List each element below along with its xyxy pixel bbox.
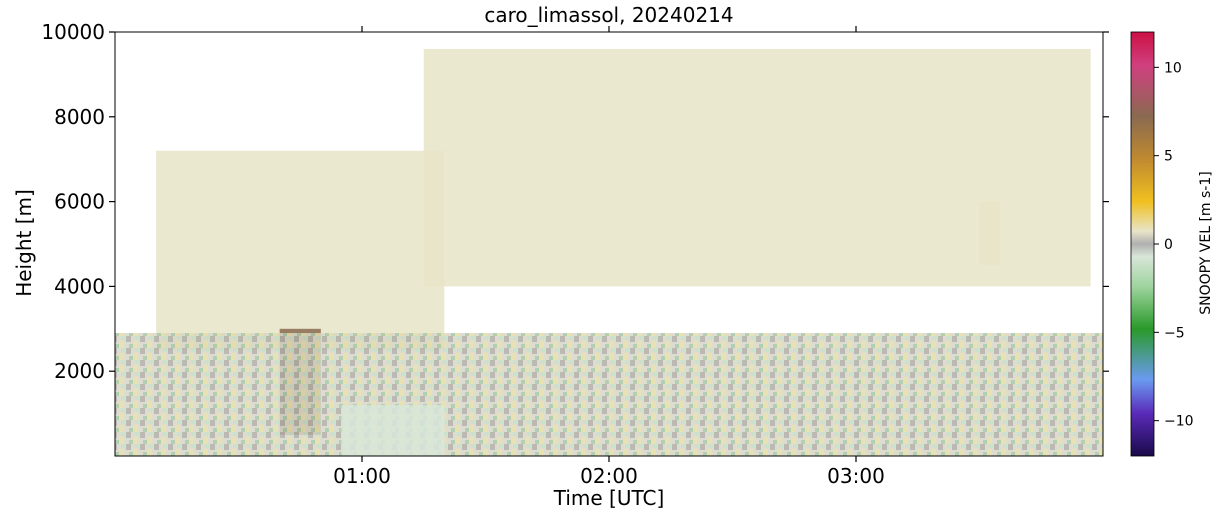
colorbar <box>1130 31 1155 457</box>
velocity-region <box>341 405 445 456</box>
y-tick-label: 10000 <box>41 20 105 44</box>
y-axis: 2000 4000 6000 8000 10000 <box>41 20 1109 383</box>
y-tick-label: 6000 <box>54 190 105 214</box>
colorbar-tick-label: 10 <box>1164 60 1182 76</box>
y-tick-label: 8000 <box>54 105 105 129</box>
colorbar-tick-label: 0 <box>1164 237 1173 253</box>
x-tick-label: 03:00 <box>827 464 885 488</box>
velocity-region <box>979 201 1001 266</box>
y-axis-label: Height [m] <box>12 189 36 297</box>
velocity-field <box>115 48 1103 456</box>
y-tick-label: 2000 <box>54 359 105 383</box>
colorbar-tick-label: −5 <box>1164 325 1185 341</box>
colorbar-label: SNOOPY VEL [m s-1] <box>1198 171 1214 315</box>
x-tick-label: 01:00 <box>333 464 391 488</box>
velocity-region <box>115 333 1103 456</box>
colorbar-axis: 10 5 0 −5 −10 <box>1154 60 1194 430</box>
velocity-region <box>156 150 445 350</box>
y-tick-label: 4000 <box>54 274 105 298</box>
colorbar-tick-label: 5 <box>1164 149 1173 165</box>
x-axis-label: Time [UTC] <box>553 486 665 510</box>
x-axis: 01:00 02:00 03:00 <box>333 26 885 488</box>
x-tick-label: 02:00 <box>580 464 638 488</box>
colorbar-tick-label: −10 <box>1164 414 1194 430</box>
chart-title: caro_limassol, 20240214 <box>484 3 734 27</box>
